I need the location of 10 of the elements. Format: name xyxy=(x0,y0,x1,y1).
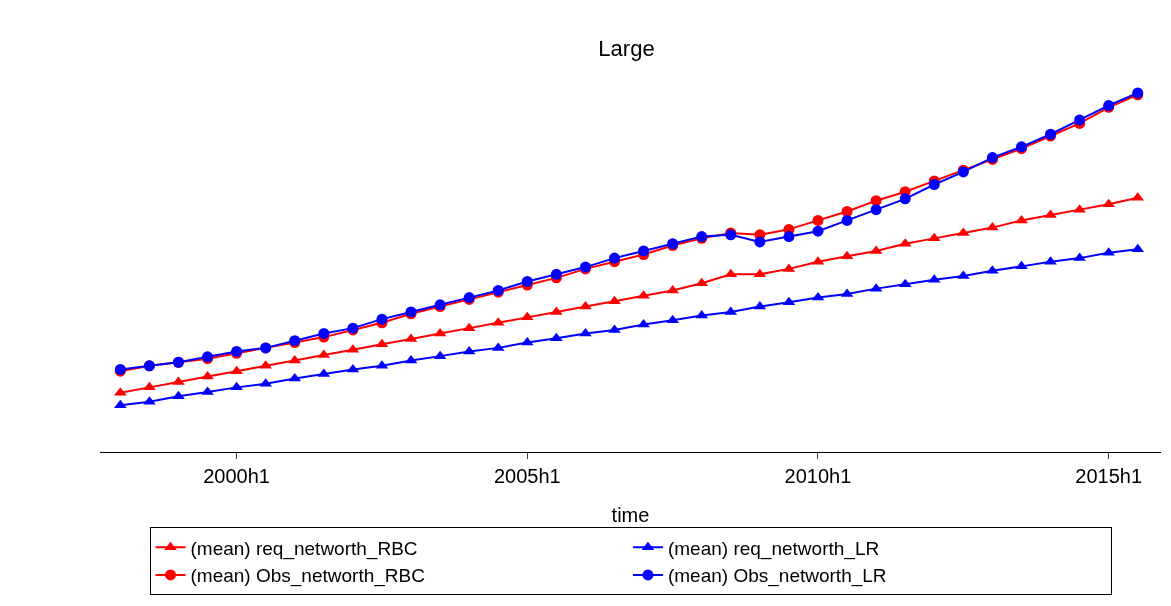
x-tick-label: 2000h1 xyxy=(203,465,270,487)
chart-title: Large xyxy=(598,36,655,62)
x-tick-label: 2015h1 xyxy=(1075,465,1143,487)
legend-label: (mean) req_networth_LR xyxy=(667,537,880,560)
x-tick-label: 2010h1 xyxy=(784,465,852,487)
legend-label: (mean) Obs_networth_LR xyxy=(667,565,887,588)
legend-label: (mean) Obs_networth_RBC xyxy=(190,565,425,588)
x-tick-label: 2005h1 xyxy=(493,465,561,487)
x-axis-title: time xyxy=(611,504,650,526)
legend-label: (mean) req_networth_RBC xyxy=(190,537,418,560)
